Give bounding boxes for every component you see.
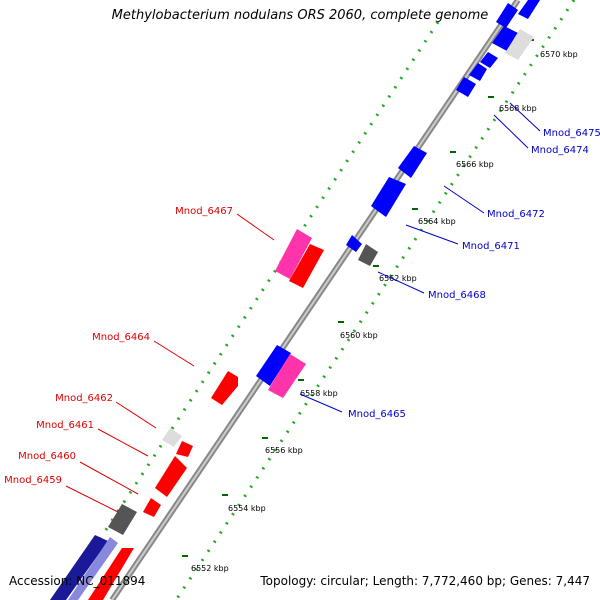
gene-feature[interactable] [518,0,540,19]
gene-label-forward[interactable]: Mnod_6460 [18,451,76,462]
scale-label-6560: 6560 kbp [340,331,378,340]
forward-strand-features [50,229,324,600]
gene-feature[interactable] [398,146,427,178]
gene-feature[interactable] [155,456,187,497]
scale-label-6552: 6552 kbp [191,564,229,573]
scale-label-6562: 6562 kbp [379,274,417,283]
gene-label-reverse[interactable]: Mnod_6465 [348,409,406,420]
gene-feature[interactable] [346,235,362,252]
gene-label-reverse[interactable]: Mnod_6472 [487,209,545,220]
gene-feature[interactable] [50,535,108,600]
gene-feature[interactable] [275,229,312,279]
gene-label-forward[interactable]: Mnod_6459 [4,475,62,486]
gene-feature[interactable] [211,371,238,405]
gene-label-reverse[interactable]: Mnod_6474 [531,145,589,156]
scale-label-6566: 6566 kbp [456,160,494,169]
gene-feature[interactable] [143,498,161,517]
gene-feature[interactable] [480,52,498,68]
gene-feature[interactable] [108,504,137,535]
scale-label-6570: 6570 kbp [540,50,578,59]
gene-feature[interactable] [492,26,518,51]
scale-label-6564: 6564 kbp [418,217,456,226]
gene-feature[interactable] [88,548,134,600]
gene-label-forward[interactable]: Mnod_6461 [36,420,94,431]
scale-label-6556: 6556 kbp [265,446,303,455]
gene-feature[interactable] [496,3,518,28]
gene-feature[interactable] [256,345,291,386]
scale-label-6568: 6568 kbp [499,104,537,113]
scale-label-6554: 6554 kbp [228,504,266,513]
scale-label-6558: 6558 kbp [300,389,338,398]
gene-label-forward[interactable]: Mnod_6467 [175,206,233,217]
gene-label-reverse[interactable]: Mnod_6475 [543,128,600,139]
genome-summary-text: Topology: circular; Length: 7,772,460 bp… [260,574,590,588]
gene-feature[interactable] [358,244,378,266]
gene-feature[interactable] [505,29,534,60]
gene-label-forward[interactable]: Mnod_6462 [55,393,113,404]
gene-feature[interactable] [268,354,306,398]
gene-feature[interactable] [162,428,182,447]
genome-backbone-highlight [111,0,519,600]
reverse-strand-features [256,0,540,398]
genome-title: Methylobacterium nodulans ORS 2060, comp… [111,8,489,23]
gene-label-reverse[interactable]: Mnod_6471 [462,241,520,252]
gene-label-forward[interactable]: Mnod_6464 [92,332,150,343]
gene-feature[interactable] [289,244,324,288]
accession-text: Accession: NC_011894 [9,574,146,588]
gene-feature[interactable] [68,537,118,600]
gene-label-reverse[interactable]: Mnod_6468 [428,290,486,301]
gene-feature[interactable] [176,441,193,457]
gene-feature[interactable] [469,63,487,81]
label-leaders [65,102,541,513]
gene-feature[interactable] [456,77,476,97]
gene-feature[interactable] [371,177,406,217]
